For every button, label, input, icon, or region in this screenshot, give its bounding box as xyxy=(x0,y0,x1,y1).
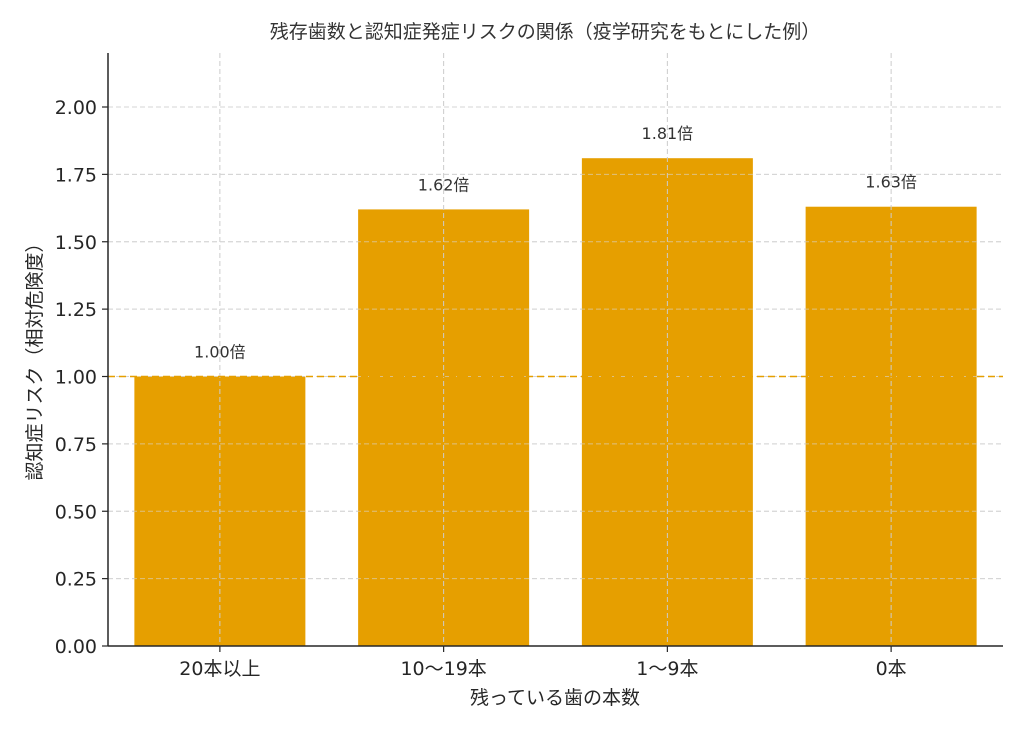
y-axis: 0.00 0.25 0.50 0.75 1.00 1.25 1.50 1.75 2.00 xyxy=(55,53,109,658)
x-axis: 20本以上 10〜19本 1〜9本 0本 xyxy=(108,645,1003,680)
x-tick-label: 20本以上 xyxy=(179,658,260,680)
y-tick-label: 0.25 xyxy=(55,569,97,591)
x-tick-label: 10〜19本 xyxy=(400,658,486,680)
y-tick-label: 0.00 xyxy=(55,636,97,658)
y-tick-label: 0.50 xyxy=(55,501,97,523)
bar-value-label: 1.00倍 xyxy=(194,343,246,362)
y-tick-label: 1.50 xyxy=(55,232,97,254)
y-tick-label: 1.75 xyxy=(55,164,97,186)
x-axis-label: 残っている歯の本数 xyxy=(470,687,640,709)
vertical-grid-lines xyxy=(108,53,1003,646)
chart-title: 残存歯数と認知症発症リスクの関係（疫学研究をもとにした例） xyxy=(270,21,821,43)
bar xyxy=(358,209,530,646)
bar-value-label: 1.63倍 xyxy=(865,173,917,192)
y-tick-label: 2.00 xyxy=(55,97,97,119)
y-tick-label: 0.75 xyxy=(55,434,97,456)
x-tick-label: 1〜9本 xyxy=(636,658,698,680)
y-axis-label: 認知症リスク（相対危険度） xyxy=(24,233,46,480)
bar-value-labels: 1.00倍 1.62倍 1.81倍 1.63倍 xyxy=(194,124,917,361)
bar-value-label: 1.62倍 xyxy=(418,175,470,194)
bar-value-label: 1.81倍 xyxy=(642,124,694,143)
y-tick-label: 1.25 xyxy=(55,299,97,321)
bars xyxy=(134,158,977,646)
y-tick-label: 1.00 xyxy=(55,367,97,389)
x-tick-label: 0本 xyxy=(876,658,907,680)
